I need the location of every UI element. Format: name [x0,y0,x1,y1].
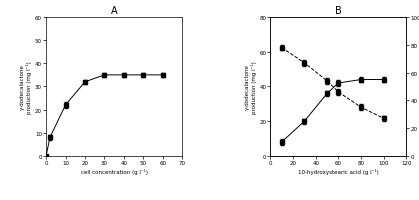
X-axis label: 10-hydroxystearic acid (g l⁻¹): 10-hydroxystearic acid (g l⁻¹) [298,168,379,174]
Y-axis label: γ-dodecalactone
production (mg l⁻¹): γ-dodecalactone production (mg l⁻¹) [245,61,256,113]
X-axis label: cell concentration (g l⁻¹): cell concentration (g l⁻¹) [80,168,147,174]
Title: A: A [111,6,117,16]
Title: B: B [335,6,342,16]
Y-axis label: γ-dodecalactone
production (mg l⁻¹): γ-dodecalactone production (mg l⁻¹) [20,61,32,113]
